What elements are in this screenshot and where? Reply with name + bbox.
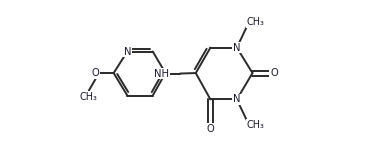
Text: O: O <box>270 68 278 78</box>
Text: CH₃: CH₃ <box>247 120 264 130</box>
Text: N: N <box>233 94 241 104</box>
Text: N: N <box>124 46 131 57</box>
Text: O: O <box>91 68 99 78</box>
Text: NH: NH <box>154 69 169 79</box>
Text: CH₃: CH₃ <box>247 17 264 27</box>
Text: O: O <box>206 124 214 134</box>
Text: N: N <box>233 43 241 53</box>
Text: CH₃: CH₃ <box>79 92 97 102</box>
